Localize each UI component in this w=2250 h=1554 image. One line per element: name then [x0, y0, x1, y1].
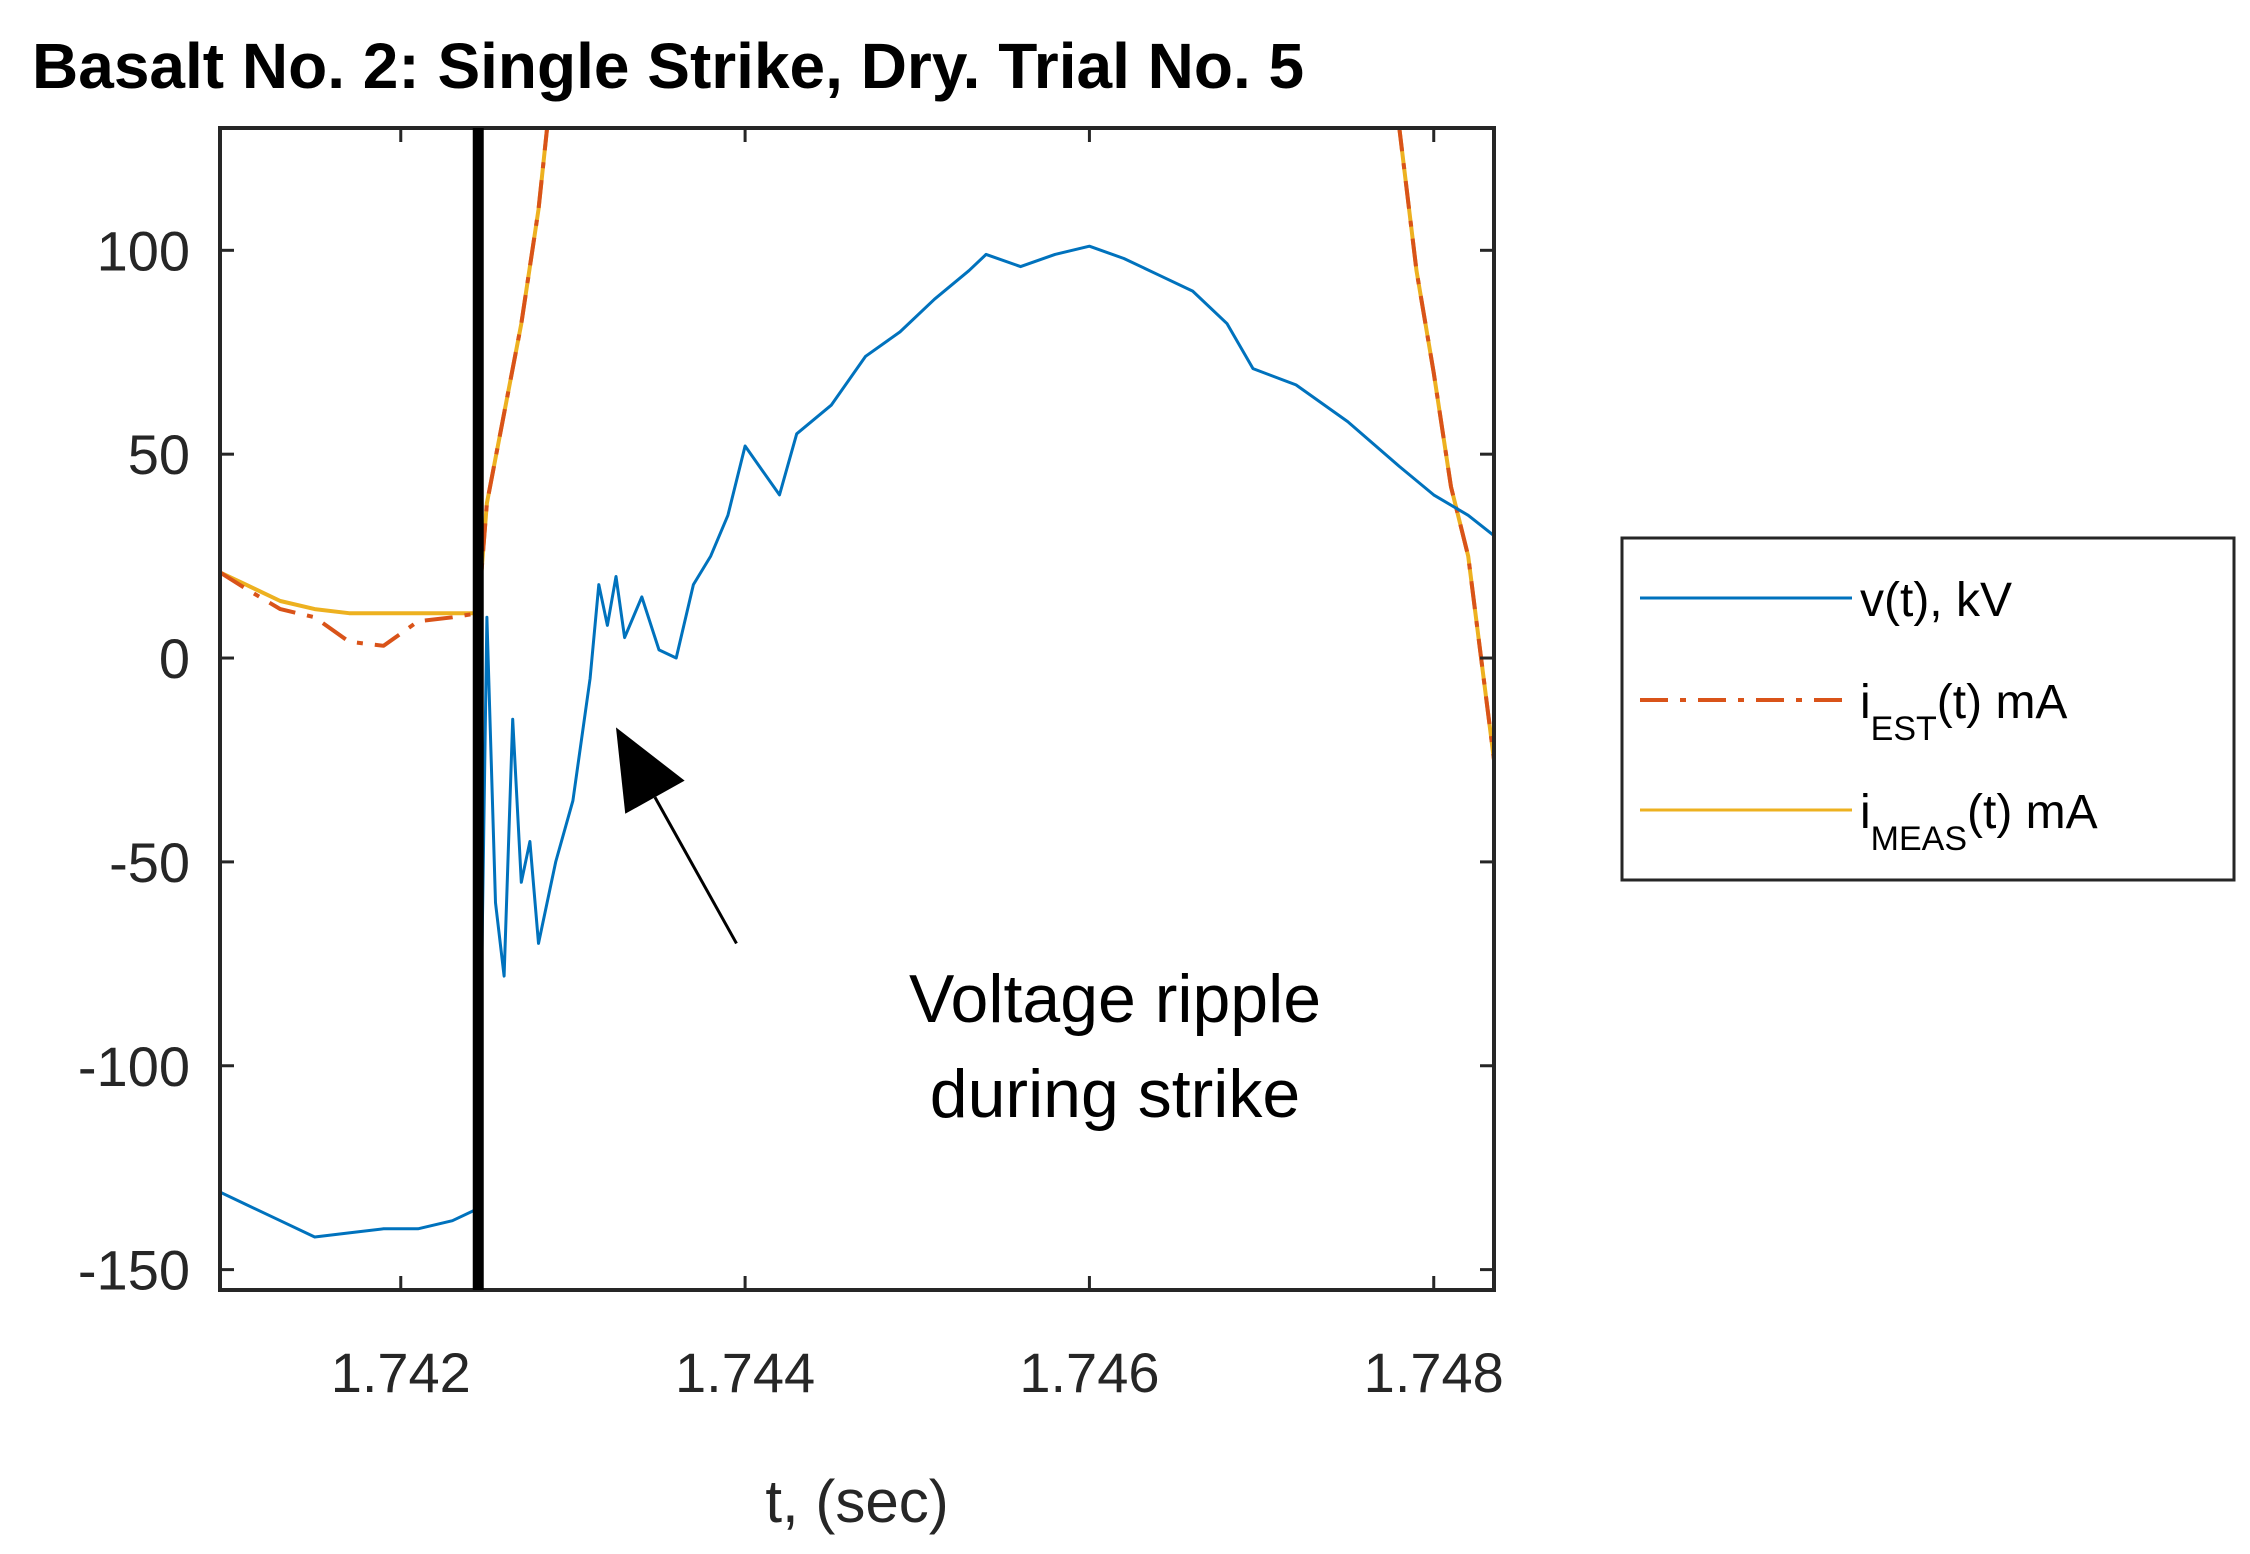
- y-tick-label: 50: [128, 423, 190, 486]
- y-tick-label: -150: [78, 1239, 190, 1302]
- y-tick-label: 0: [159, 627, 190, 690]
- legend-label-imeas-sub: MEAS: [1871, 820, 1967, 858]
- annotation-arrow-head: [615, 727, 685, 814]
- x-tick-label: 1.744: [675, 1341, 815, 1404]
- legend-label-iest-sub: EST: [1871, 710, 1937, 748]
- series-line-1: [220, 128, 1494, 761]
- x-tick-label: 1.742: [331, 1341, 471, 1404]
- ticks-layer: 1.742 1.744 1.746 1.748 100 50 0 -50 -100 -150: [78, 128, 1504, 1404]
- x-tick-label: 1.748: [1364, 1341, 1504, 1404]
- annotation-line-1: Voltage ripple: [909, 961, 1321, 1037]
- series-line-0: [220, 244, 1494, 1239]
- annotation-arrow-line: [653, 796, 738, 945]
- legend-label-imeas: iMEAS(t) mA: [1860, 786, 2098, 858]
- legend-label-v: v(t), kV: [1860, 574, 2012, 627]
- y-tick-label: 100: [97, 219, 190, 282]
- legend-label-imeas-base: i: [1860, 786, 1871, 839]
- y-tick-label: -50: [109, 831, 190, 894]
- legend-label-imeas-suffix: (t) mA: [1967, 786, 2098, 839]
- x-tick-label: 1.746: [1019, 1341, 1159, 1404]
- legend: v(t), kV iEST(t) mA iMEAS(t) mA: [1620, 536, 2236, 882]
- y-tick-label: -100: [78, 1035, 190, 1098]
- annotation: Voltage ripple during strike: [615, 727, 1321, 1132]
- legend-box: [1620, 536, 2236, 882]
- legend-label-iest-base: i: [1860, 676, 1871, 729]
- chart-title: Basalt No. 2: Single Strike, Dry. Trial …: [32, 30, 1304, 102]
- plot-frame: [218, 126, 1496, 1292]
- annotation-line-2: during strike: [930, 1056, 1300, 1132]
- legend-label-iest-suffix: (t) mA: [1937, 676, 2068, 729]
- series-layer: [220, 128, 1494, 1239]
- x-axis-label: t, (sec): [765, 1468, 948, 1535]
- legend-label-iest: iEST(t) mA: [1860, 676, 2067, 748]
